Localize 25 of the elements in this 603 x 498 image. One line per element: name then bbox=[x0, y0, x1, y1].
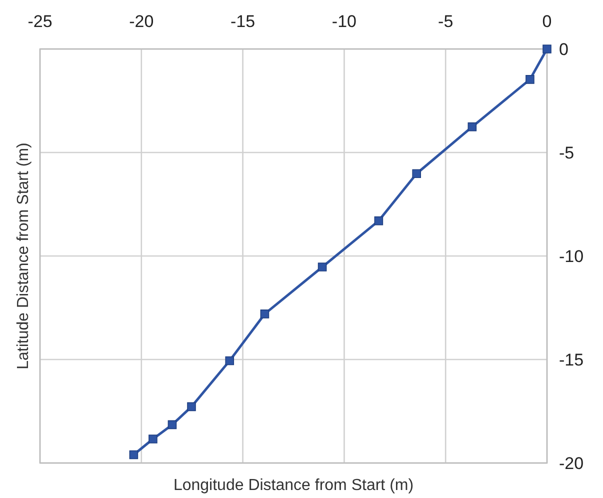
point bbox=[374, 216, 384, 226]
point bbox=[412, 169, 421, 178]
point bbox=[260, 310, 270, 318]
point bbox=[318, 262, 327, 272]
y-tick-label: -10 bbox=[559, 246, 584, 266]
point bbox=[187, 402, 196, 412]
point bbox=[148, 434, 158, 444]
x-tick-label: 0 bbox=[542, 12, 552, 31]
x-tick-label: -20 bbox=[129, 12, 154, 31]
y-tick-label: 0 bbox=[559, 40, 568, 59]
y-tick-label: -15 bbox=[559, 350, 584, 370]
x-tick-label: -25 bbox=[28, 12, 52, 31]
point bbox=[542, 44, 552, 54]
x-tick-label: -10 bbox=[332, 12, 356, 31]
point bbox=[225, 356, 234, 366]
point bbox=[168, 420, 177, 430]
point bbox=[526, 75, 534, 84]
point bbox=[129, 450, 138, 460]
y-axis-title: Latitude Distance from Start (m) bbox=[15, 142, 32, 370]
x-axis-title: Longitude Distance from Start (m) bbox=[173, 477, 414, 494]
y-tick-label: -5 bbox=[559, 143, 574, 162]
y-tick-label: -20 bbox=[559, 454, 584, 473]
point bbox=[468, 122, 477, 132]
x-tick-label: -15 bbox=[230, 12, 256, 31]
x-tick-label: -5 bbox=[438, 12, 454, 31]
